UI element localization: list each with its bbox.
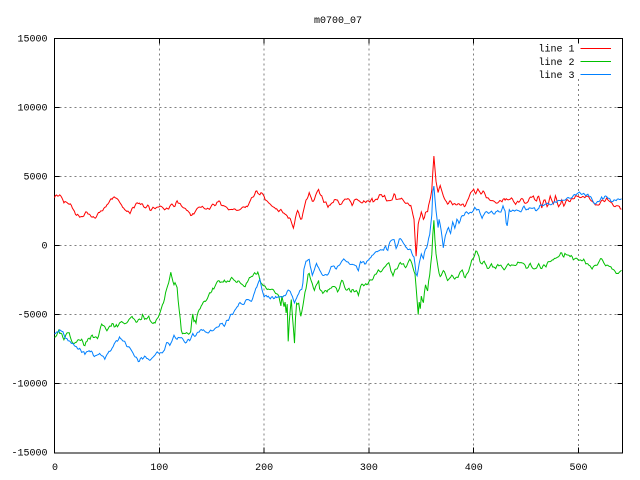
svg-text:line 3: line 3: [538, 70, 574, 82]
svg-text:400: 400: [465, 463, 483, 474]
svg-text:-15000: -15000: [11, 449, 47, 460]
svg-text:0: 0: [41, 242, 47, 253]
svg-text:m0700_07: m0700_07: [314, 16, 362, 27]
svg-text:5000: 5000: [23, 173, 47, 184]
svg-text:10000: 10000: [17, 104, 47, 115]
svg-text:100: 100: [150, 463, 168, 474]
svg-text:0: 0: [52, 463, 58, 474]
svg-text:line 2: line 2: [538, 57, 574, 69]
svg-text:15000: 15000: [17, 35, 47, 46]
svg-text:200: 200: [255, 463, 273, 474]
svg-text:-5000: -5000: [17, 311, 47, 322]
svg-text:500: 500: [569, 463, 587, 474]
svg-text:line 1: line 1: [538, 44, 574, 56]
svg-text:300: 300: [360, 463, 378, 474]
svg-text:-10000: -10000: [11, 380, 47, 391]
